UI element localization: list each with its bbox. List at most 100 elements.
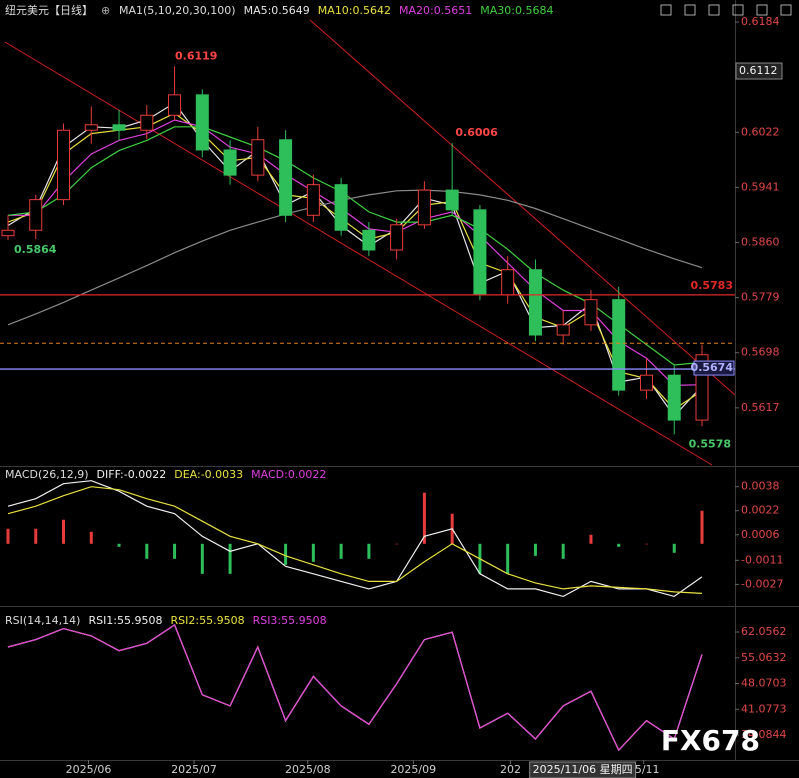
macd-bar bbox=[117, 543, 121, 547]
macd-bar bbox=[617, 543, 621, 547]
candle-body bbox=[168, 94, 182, 116]
x-tick-label: 202 bbox=[500, 763, 521, 776]
legend-label: MACD(26,12,9) bbox=[5, 468, 89, 481]
y-tick-label: 55.0632 bbox=[741, 651, 787, 664]
legend-label: MA5:0.5649 bbox=[244, 4, 310, 17]
candle-body bbox=[1, 229, 15, 237]
macd-bar bbox=[228, 543, 232, 574]
channel-line bbox=[4, 41, 713, 466]
x-tick-label: 2025/09 bbox=[390, 763, 436, 776]
y-tick-label: 0.6184 bbox=[741, 15, 780, 28]
candle-body bbox=[584, 299, 598, 326]
y-tick-label: 41.0773 bbox=[741, 702, 787, 715]
y-tick-label: 0.0006 bbox=[741, 528, 780, 541]
candle-body bbox=[417, 189, 431, 226]
candle-body bbox=[29, 199, 43, 231]
macd-bar bbox=[200, 543, 204, 574]
cursor-price-box bbox=[735, 62, 783, 80]
y-tick-label: 0.0022 bbox=[741, 504, 780, 517]
x-tick-label: 2025/08 bbox=[285, 763, 331, 776]
legend-label: RSI2:55.9508 bbox=[171, 614, 245, 627]
watermark: FX678 bbox=[661, 724, 760, 757]
legend-label: DEA:-0.0033 bbox=[174, 468, 243, 481]
legend-label: MA20:0.5651 bbox=[399, 4, 472, 17]
macd-bar bbox=[62, 519, 66, 544]
candle-body bbox=[306, 184, 320, 216]
indicator-line bbox=[7, 189, 703, 326]
candle-body bbox=[57, 129, 71, 201]
y-tick-label: -0.0027 bbox=[741, 577, 783, 590]
icon[interactable] bbox=[756, 4, 768, 16]
candle-body bbox=[195, 94, 209, 151]
macd-bar bbox=[700, 510, 704, 544]
annotation: 0.5864 bbox=[14, 243, 57, 256]
candle-body bbox=[501, 269, 515, 296]
indicator-line bbox=[7, 623, 703, 752]
y-tick-label: 0.6022 bbox=[741, 125, 780, 138]
x-tick-label: 2025/06 bbox=[66, 763, 112, 776]
candle-body bbox=[223, 149, 237, 176]
cursor-date-box bbox=[529, 761, 637, 778]
x-tick-label: 2025/07 bbox=[171, 763, 217, 776]
candle-body bbox=[473, 209, 487, 296]
icon[interactable] bbox=[708, 4, 720, 16]
icon[interactable] bbox=[732, 4, 744, 16]
legend-label: MA1(5,10,20,30,100) bbox=[119, 4, 236, 17]
candle-body bbox=[556, 324, 570, 336]
macd-bar bbox=[561, 543, 565, 559]
macd-bar bbox=[173, 543, 177, 559]
cursor-date: 2025/11/06 星期四 bbox=[533, 763, 633, 776]
candle-body bbox=[112, 124, 126, 131]
annotation: 0.6119 bbox=[175, 49, 217, 62]
macd-bar bbox=[284, 543, 288, 565]
y-tick-label: 62.0562 bbox=[741, 625, 787, 638]
y-tick-label: 0.5617 bbox=[741, 401, 780, 414]
indicator-line bbox=[7, 480, 703, 598]
candle-body bbox=[84, 124, 98, 131]
h-line-label: 0.5783 bbox=[691, 279, 733, 292]
h-line-label-box bbox=[693, 360, 735, 376]
y-tick-label: 34.0844 bbox=[741, 728, 787, 741]
macd-bar bbox=[395, 543, 399, 545]
legend-label: DIFF:-0.0022 bbox=[97, 468, 167, 481]
candle-body bbox=[639, 374, 653, 391]
y-tick-label: 0.5941 bbox=[741, 180, 780, 193]
macd-bar bbox=[422, 492, 426, 544]
toolbar-icons[interactable] bbox=[660, 4, 792, 16]
legend-label: MA30:0.5684 bbox=[480, 4, 553, 17]
candle-body bbox=[140, 114, 154, 131]
cursor-price: 0.6112 bbox=[739, 64, 778, 77]
legend-label: RSI1:55.9508 bbox=[88, 614, 162, 627]
legend-label: RSI3:55.9508 bbox=[253, 614, 327, 627]
indicator-line bbox=[7, 486, 703, 594]
macd-bar bbox=[644, 543, 648, 545]
candle-body bbox=[362, 229, 376, 251]
candle-body bbox=[251, 139, 265, 176]
macd-bar bbox=[367, 543, 371, 559]
macd-bar bbox=[89, 531, 93, 544]
icon[interactable] bbox=[660, 4, 672, 16]
icon[interactable] bbox=[684, 4, 696, 16]
candle-body bbox=[612, 299, 626, 391]
channel-line bbox=[309, 19, 736, 396]
candle-body bbox=[279, 139, 293, 216]
macd-bar bbox=[533, 543, 537, 556]
y-tick-label: 0.5698 bbox=[741, 346, 780, 359]
h-line-label: 0.5674 bbox=[691, 361, 734, 374]
icon[interactable] bbox=[780, 4, 792, 16]
legend-label: 纽元美元【日线】 bbox=[5, 3, 93, 17]
macd-bar bbox=[506, 543, 510, 574]
legend-label: RSI(14,14,14) bbox=[5, 614, 80, 627]
y-tick-label: 0.5779 bbox=[741, 291, 780, 304]
y-tick-label: 0.0038 bbox=[741, 480, 780, 493]
candle-body bbox=[390, 224, 404, 251]
legend-label: MA10:0.5642 bbox=[318, 4, 391, 17]
candle-body bbox=[528, 269, 542, 336]
candle-body bbox=[667, 374, 681, 421]
macd-bar bbox=[145, 543, 149, 559]
annotation: 0.6006 bbox=[455, 126, 498, 139]
macd-bar bbox=[339, 543, 343, 559]
icon: ⊕ bbox=[101, 4, 110, 17]
y-tick-label: 48.0703 bbox=[741, 677, 787, 690]
